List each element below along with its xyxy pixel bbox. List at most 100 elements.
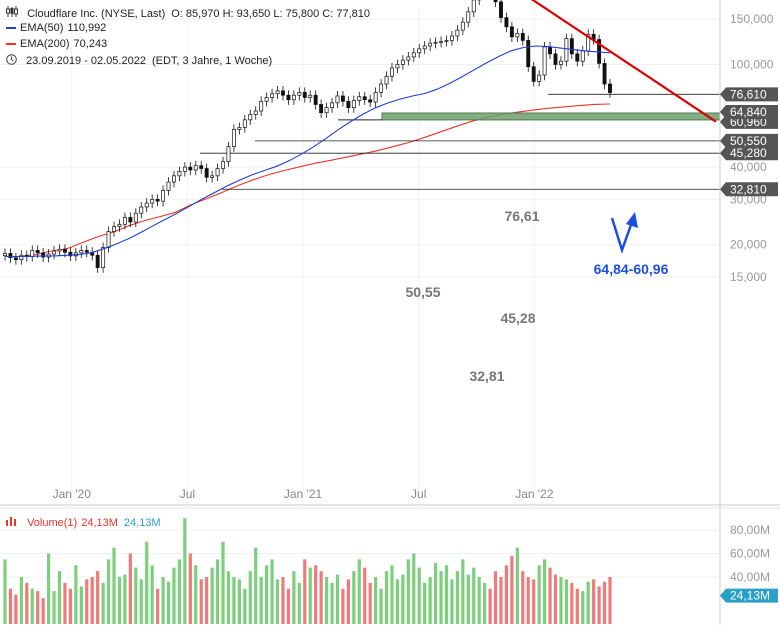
candle-body	[433, 41, 438, 44]
volume-bar	[117, 577, 122, 624]
candle-body	[400, 59, 405, 65]
candle-body	[133, 212, 138, 223]
candle-body	[319, 104, 324, 114]
volume-bar	[85, 579, 89, 624]
candle-body	[466, 11, 471, 23]
trend-line-layer	[530, 0, 717, 254]
volume-bar	[450, 579, 454, 624]
volume-bar	[319, 571, 323, 624]
ema50-line	[5, 45, 611, 258]
candle-body	[52, 250, 57, 255]
candle-body	[558, 60, 563, 65]
candle-body	[204, 168, 209, 178]
candle-body	[128, 217, 133, 223]
candle-body	[248, 114, 253, 121]
badge-level-text: 50,550	[730, 134, 767, 148]
projection-arrow	[610, 217, 634, 254]
volume-bar	[346, 579, 350, 624]
badge-zone-top-text: 64,840	[730, 105, 767, 119]
x-tick-label: Jan '22	[515, 487, 554, 501]
ema50-label: EMA(50)	[20, 22, 64, 34]
volume-bar	[330, 582, 334, 624]
badge-zone-top	[720, 105, 778, 120]
volume-bar	[47, 553, 51, 624]
volume-bar	[205, 577, 209, 624]
support-zone-layer: 64,84-60,96	[338, 112, 721, 277]
candle-body	[172, 175, 176, 183]
volume-legend: Volume(1) 24,13M 24,13M	[6, 516, 167, 529]
volume-bar	[532, 579, 536, 624]
candle-body	[302, 91, 307, 98]
candle-body	[417, 48, 422, 54]
candle-body	[95, 254, 100, 268]
volume-bar	[575, 588, 579, 624]
volume-bar	[553, 574, 558, 624]
volume-bar	[52, 591, 56, 624]
volume-bar	[139, 579, 143, 624]
volume-bar	[308, 567, 312, 624]
volume-bar	[548, 567, 552, 624]
volume-bar	[384, 571, 389, 624]
volume-bar	[592, 579, 596, 624]
volume-bar	[455, 571, 459, 624]
candle-body	[373, 91, 378, 103]
volume-bar	[134, 567, 138, 624]
candle-body	[13, 257, 18, 260]
volume-bar	[537, 565, 541, 624]
candle-body	[177, 171, 182, 177]
volume-value-red: 24,13M	[81, 517, 118, 529]
candle-body	[428, 42, 433, 47]
volume-bar	[156, 588, 160, 624]
candle-body	[351, 100, 356, 109]
candle-body	[357, 96, 362, 101]
volume-bar	[439, 571, 443, 624]
instrument-title: Cloudflare Inc. (NYSE, Last)	[27, 8, 166, 20]
volume-bar	[510, 555, 514, 624]
candle-body	[275, 90, 280, 95]
candle-body	[281, 90, 285, 96]
candle-body	[259, 100, 264, 112]
candle-body	[346, 100, 351, 109]
candle-body	[112, 226, 116, 232]
candle-body	[580, 50, 585, 62]
candle-body	[188, 166, 193, 171]
volume-bar	[215, 559, 220, 624]
volume-tick-label: 40,00M	[730, 570, 770, 584]
volume-bar	[564, 579, 568, 624]
volume-bar	[368, 582, 372, 624]
y-tick-label: 40,000	[730, 160, 767, 174]
x-tick-label: Jul	[411, 487, 426, 501]
volume-bar	[150, 565, 154, 624]
candle-body	[368, 99, 373, 103]
volume-bar	[248, 571, 252, 624]
range-legend: 23.09.2019 - 02.05.2022 (EDT, 3 Jahre, 1 …	[6, 54, 278, 67]
volume-label: Volume(1)	[27, 517, 78, 529]
volume-bar	[128, 553, 132, 624]
ema50-value: 110,992	[67, 22, 107, 34]
candle-body	[406, 56, 411, 61]
badge-level-text: 32,810	[730, 182, 767, 196]
candle-body	[335, 95, 340, 104]
volume-bar	[221, 541, 225, 624]
support-zone-label: 64,84-60,96	[594, 261, 669, 277]
candle-body	[231, 129, 236, 148]
volume-bar	[597, 586, 601, 624]
candle-body	[460, 21, 465, 31]
badge-level	[720, 87, 778, 102]
volume-bar	[123, 574, 127, 624]
candle-body	[449, 35, 454, 41]
volume-bar	[324, 577, 329, 624]
badge-level-text: 45,280	[730, 146, 767, 160]
volume-bar	[297, 582, 301, 624]
volume-bar	[3, 559, 7, 624]
x-tick-label: Jul	[180, 487, 195, 501]
volume-bar	[608, 577, 612, 624]
volume-bar	[270, 559, 274, 624]
price-level-label: 45,28	[500, 310, 535, 326]
volume-bar	[68, 588, 73, 624]
ema200-line	[5, 103, 611, 258]
candle-body	[215, 168, 220, 177]
price-level-label: 50,55	[405, 284, 440, 300]
